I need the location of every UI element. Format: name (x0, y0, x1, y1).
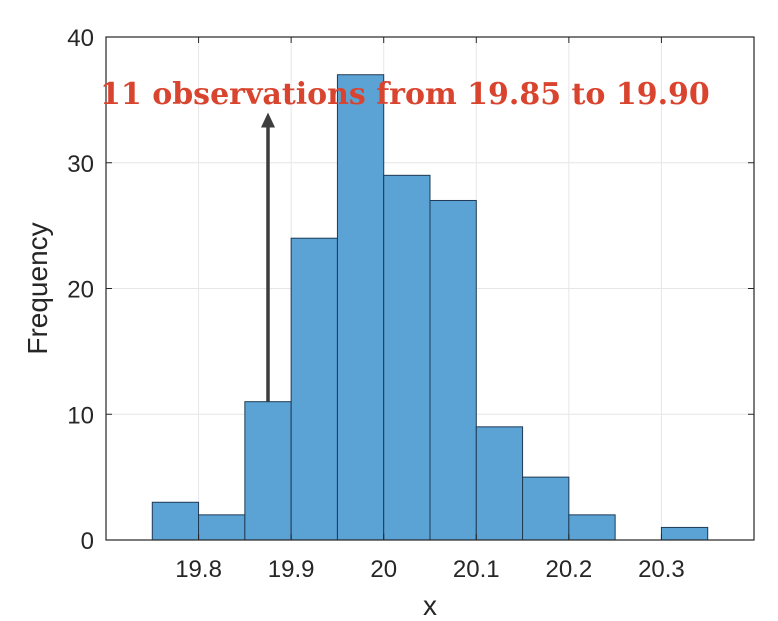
x-tick-label: 19.8 (175, 556, 222, 583)
arrow-head (261, 112, 275, 128)
y-tick-label: 40 (67, 25, 94, 52)
x-axis-label: x (423, 590, 437, 621)
x-tick-label: 20.2 (545, 556, 592, 583)
y-axis-label: Frequency (22, 222, 53, 354)
y-axis-ticks: 0 10 20 30 40 (67, 25, 754, 555)
x-tick-label: 20 (370, 556, 397, 583)
histogram-bar (429, 199, 477, 541)
y-tick-label: 10 (67, 402, 94, 429)
annotation-text: 11 observations from 19.85 to 19.90 (100, 77, 710, 112)
x-tick-label: 20.3 (638, 556, 685, 583)
y-tick-label: 30 (67, 151, 94, 178)
histogram-bar (522, 476, 570, 541)
histogram-bar (244, 401, 292, 541)
y-tick-label: 20 (67, 277, 94, 304)
bars (151, 74, 709, 541)
x-tick-label: 19.9 (268, 556, 315, 583)
histogram-bar (290, 237, 338, 541)
histogram-bar (336, 74, 385, 541)
histogram-bar (475, 426, 524, 541)
histogram-bar (568, 514, 616, 541)
annotation-arrow (261, 112, 275, 402)
histogram-bar (383, 174, 431, 541)
histogram-bar (198, 514, 246, 541)
histogram-bar (660, 526, 709, 541)
y-tick-label: 0 (81, 528, 94, 555)
x-axis-ticks: 19.8 19.9 20 20.1 20.2 20.3 (175, 37, 685, 583)
x-tick-label: 20.1 (453, 556, 500, 583)
histogram-bar (151, 501, 200, 541)
